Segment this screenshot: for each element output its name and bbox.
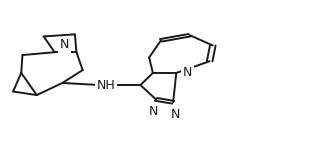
Text: N: N	[183, 66, 192, 79]
Text: N: N	[149, 105, 158, 118]
Text: N: N	[60, 38, 69, 51]
Text: NH: NH	[97, 79, 115, 92]
Text: N: N	[171, 108, 180, 121]
